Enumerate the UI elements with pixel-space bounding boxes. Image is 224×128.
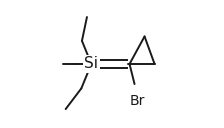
Text: Br: Br bbox=[129, 94, 145, 108]
Text: Si: Si bbox=[84, 56, 98, 72]
